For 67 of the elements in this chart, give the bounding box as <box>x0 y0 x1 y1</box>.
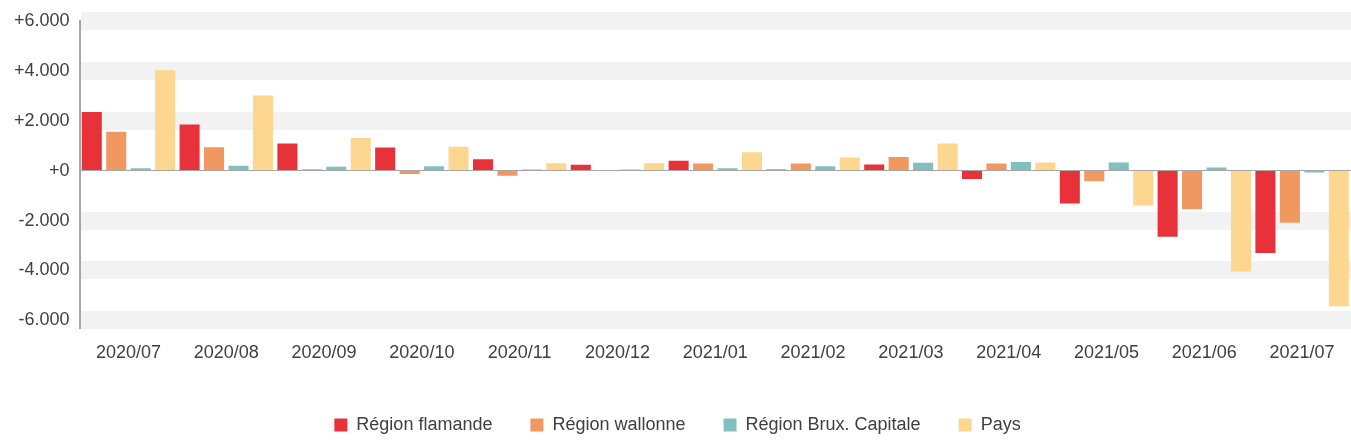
x-tick-label: 2021/01 <box>682 342 748 363</box>
bar <box>888 157 909 171</box>
bar <box>986 163 1007 171</box>
bar <box>1108 162 1129 171</box>
x-tick-label: 2020/11 <box>487 342 552 363</box>
x-tick-label: 2020/07 <box>95 342 161 363</box>
legend-label: Région wallonne <box>552 413 686 434</box>
bar <box>668 160 689 171</box>
bar <box>839 157 860 171</box>
bar <box>1328 171 1349 307</box>
bar <box>1279 171 1300 223</box>
bar <box>1182 171 1203 210</box>
bar <box>790 163 811 171</box>
x-tick-label: 2021/06 <box>1171 342 1237 363</box>
bar <box>399 171 420 175</box>
legend-label: Pays <box>980 413 1021 434</box>
bar <box>1255 171 1276 253</box>
x-tick-label: 2020/10 <box>389 342 455 363</box>
bar <box>448 146 469 171</box>
bar <box>1059 171 1080 204</box>
bar <box>546 163 567 171</box>
bar <box>693 163 714 171</box>
bar <box>179 124 200 171</box>
bar <box>350 137 371 171</box>
x-tick-label: 2020/08 <box>193 342 259 363</box>
bar <box>424 166 445 171</box>
y-tick-label: +2.000 <box>13 109 70 130</box>
bar <box>472 159 494 171</box>
bar <box>864 164 885 171</box>
x-tick-label: 2021/02 <box>780 342 846 363</box>
bar <box>277 143 298 171</box>
x-tick-label: 2020/12 <box>584 342 651 363</box>
x-tick-label: 2021/03 <box>878 342 944 363</box>
x-tick-label: 2021/05 <box>1073 342 1140 363</box>
x-tick-label: 2021/07 <box>1269 342 1335 363</box>
y-tick-label: -4.000 <box>18 259 70 280</box>
y-tick-label: +6.000 <box>13 9 70 30</box>
bar <box>913 162 934 171</box>
x-tick-label: 2021/04 <box>976 342 1042 363</box>
bar <box>644 163 665 171</box>
bar <box>155 70 176 171</box>
y-tick-label: -2.000 <box>18 209 70 230</box>
y-tick-label: +4.000 <box>13 59 70 80</box>
bar <box>204 147 225 171</box>
bar <box>961 171 983 180</box>
bar <box>937 143 958 171</box>
bar <box>741 152 762 171</box>
bar <box>1084 171 1105 182</box>
bar <box>1230 171 1251 272</box>
bar <box>106 131 127 171</box>
bar <box>1157 171 1178 237</box>
bar <box>326 166 347 171</box>
y-tick-label: -6.000 <box>18 309 70 330</box>
bar <box>815 166 836 171</box>
legend-label: Région Brux. Capitale <box>745 413 921 434</box>
bar <box>1133 171 1154 206</box>
y-tick-label: +0 <box>49 159 70 180</box>
bar <box>228 165 249 171</box>
bar <box>570 164 591 171</box>
bar <box>497 171 518 176</box>
bar <box>252 95 273 171</box>
x-tick-label: 2020/09 <box>291 342 357 363</box>
bar <box>1035 162 1056 171</box>
bar <box>1010 162 1031 171</box>
legend-label: Région flamande <box>356 413 493 434</box>
bar <box>81 111 102 171</box>
bar <box>375 147 396 171</box>
